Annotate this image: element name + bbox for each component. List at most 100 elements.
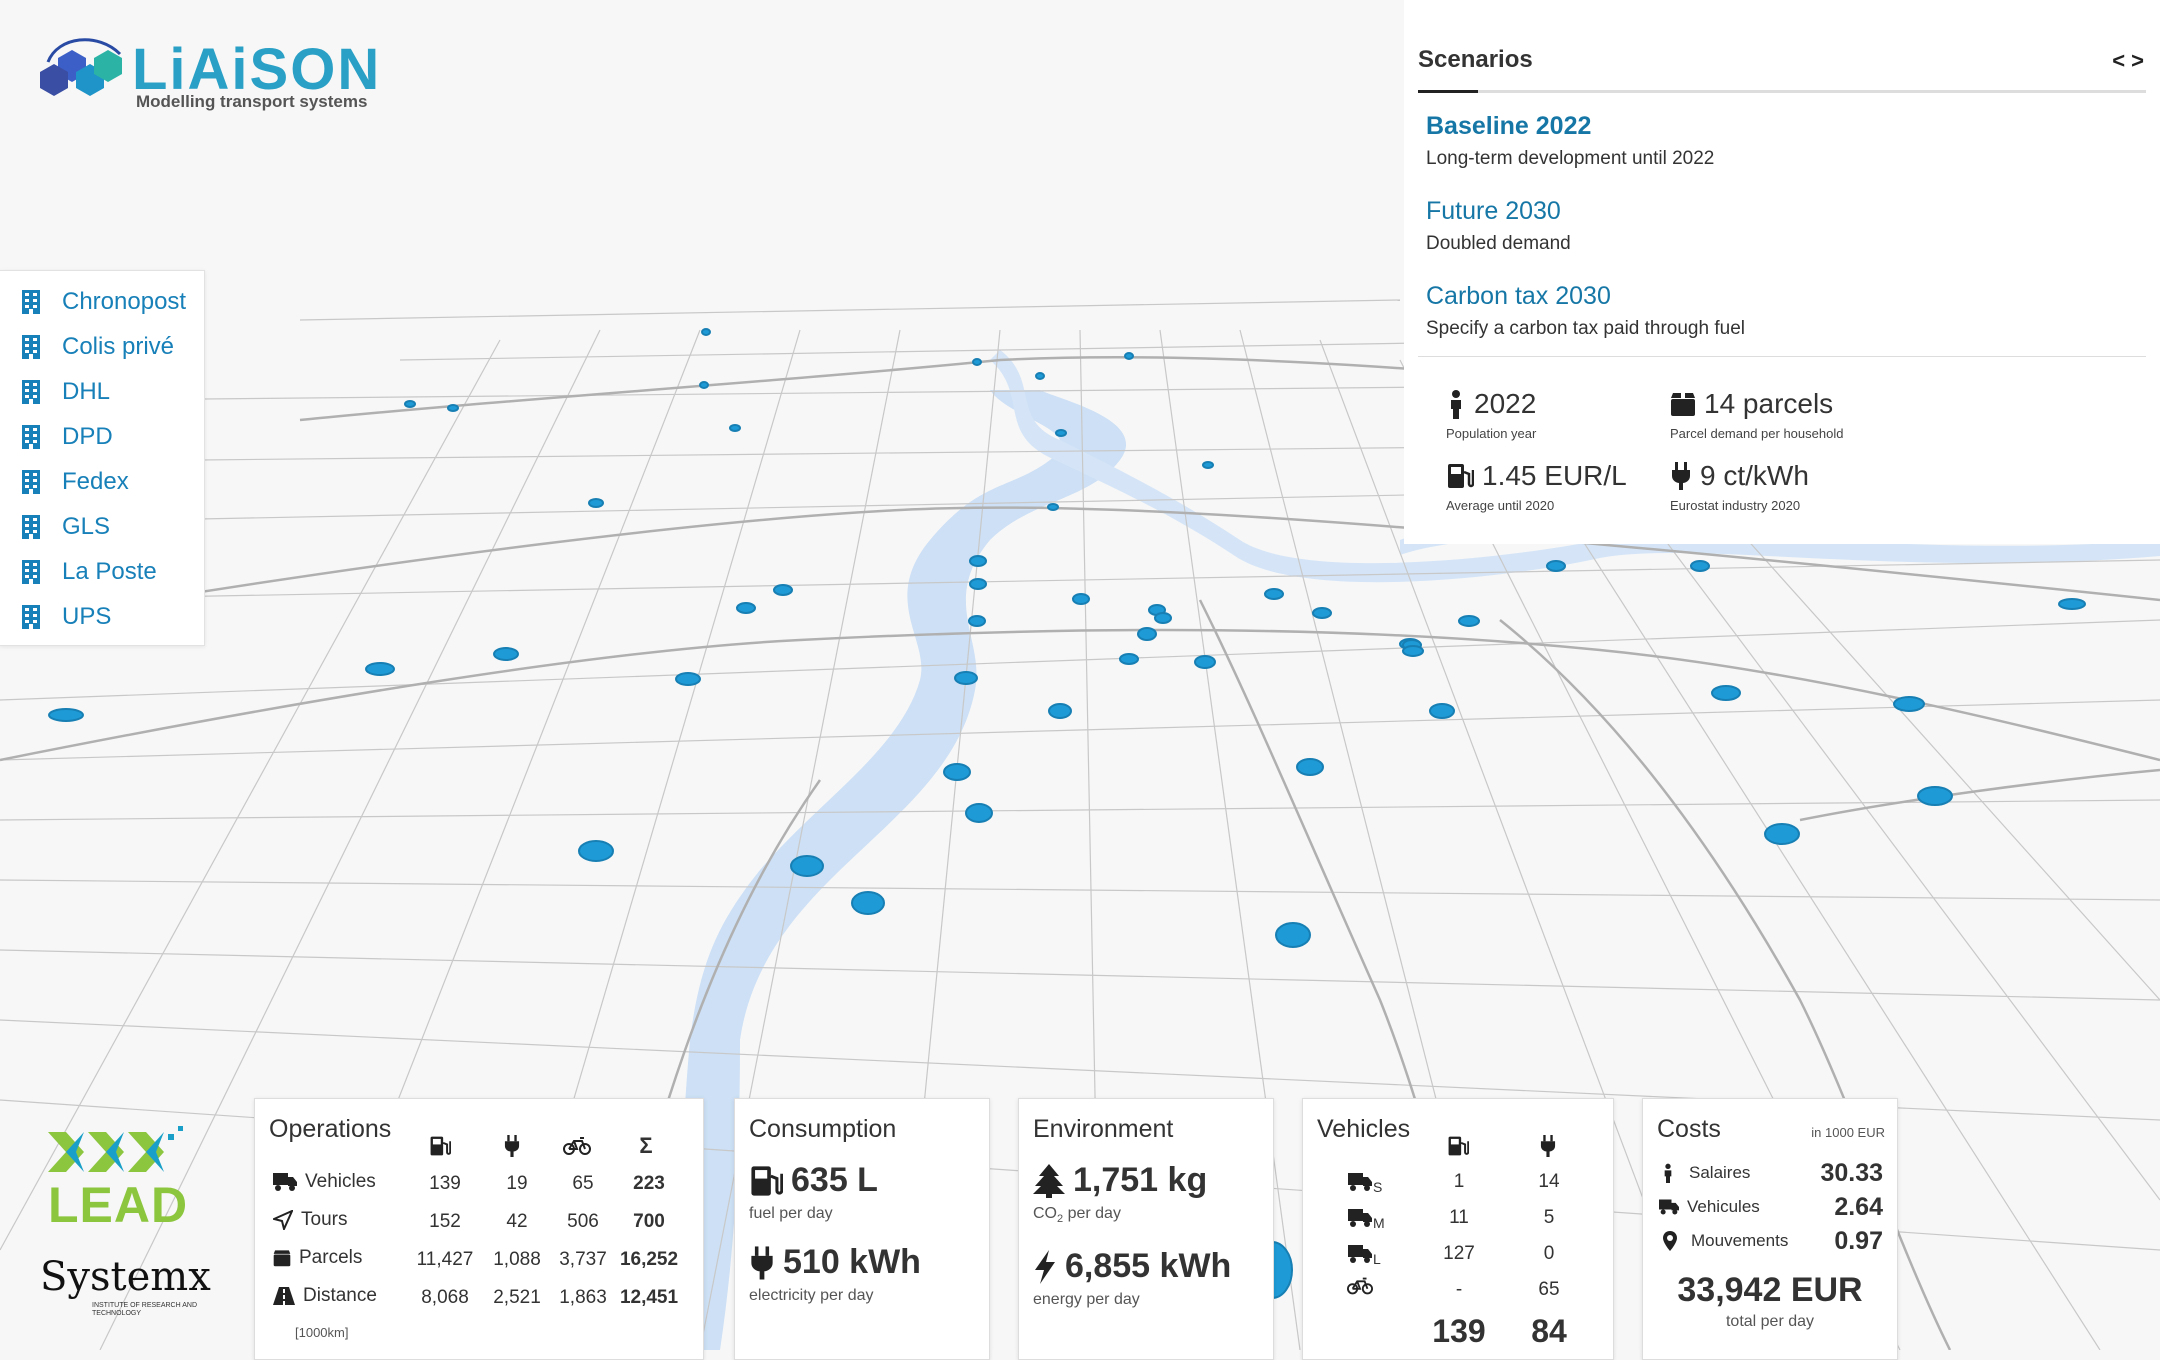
company-item[interactable]: La Poste — [20, 553, 157, 591]
scenarios-active-indicator — [1418, 90, 1478, 93]
company-label: Colis privé — [62, 333, 175, 360]
ops-parcels-bike: 3,737 — [559, 1249, 607, 1270]
parcel-demand-value: 14 parcels — [1704, 388, 1834, 419]
ops-tours-bike: 506 — [567, 1211, 599, 1232]
systemx-logo-subtitle: INSTITUTE OF RESEARCH AND TECHNOLOGY — [92, 1302, 198, 1317]
plug-icon — [1672, 462, 1690, 490]
box-icon — [1671, 393, 1695, 416]
electricity-consumption-label: electricity per day — [749, 1287, 874, 1304]
sum-icon: Σ — [639, 1133, 653, 1158]
box-icon — [273, 1250, 291, 1267]
fuel-consumption-label: fuel per day — [749, 1205, 833, 1222]
ops-vehicles-bike: 65 — [572, 1173, 594, 1194]
row-label-vehicles: Vehicles — [273, 1171, 376, 1193]
truck-icon — [1348, 1209, 1372, 1227]
bicycle-icon — [1347, 1277, 1373, 1295]
company-label: UPS — [62, 603, 112, 630]
consumption-card: Consumption 635 L fuel per day 510 kWh e… — [734, 1098, 990, 1360]
systemx-logo-text: Systemx — [40, 1254, 211, 1300]
cost-salaires-value: 30.33 — [1820, 1159, 1883, 1187]
company-label: La Poste — [62, 558, 157, 585]
building-icon — [22, 425, 40, 449]
company-item[interactable]: Colis privé — [20, 328, 174, 366]
veh-l-electric: 0 — [1543, 1243, 1555, 1264]
company-item[interactable]: Fedex — [20, 463, 129, 501]
veh-total-electric: 84 — [1531, 1313, 1567, 1349]
scenario-future-2030[interactable]: Future 2030 — [1426, 197, 1561, 225]
vehicle-size-l: L — [1347, 1241, 1381, 1267]
scenario-baseline-2022[interactable]: Baseline 2022 — [1426, 112, 1592, 140]
ops-vehicles-fuel: 139 — [429, 1173, 461, 1194]
param-electricity-price: 9 ct/kWh Eurostat industry 2020 — [1670, 460, 1809, 513]
building-icon — [22, 335, 40, 359]
person-icon — [1451, 390, 1461, 419]
fuel-icon — [1448, 464, 1474, 488]
fuel-icon — [430, 1136, 451, 1156]
ops-distance-electric: 2,521 — [493, 1287, 541, 1308]
vehicle-size-s: S — [1347, 1169, 1382, 1195]
truck-icon — [273, 1173, 297, 1191]
ops-vehicles-total: 223 — [633, 1173, 665, 1194]
vehicle-size-m: M — [1347, 1205, 1385, 1231]
cost-row-salaires: Salaires — [1661, 1163, 1750, 1183]
hex-logo-icon — [40, 38, 122, 96]
population-year-label: Population year — [1446, 426, 1537, 441]
systemx-logo: Systemx INSTITUTE OF RESEARCH AND TECHNO… — [40, 1254, 220, 1330]
person-icon — [1664, 1163, 1672, 1183]
veh-m-fuel: 11 — [1449, 1207, 1469, 1228]
company-item[interactable]: UPS — [20, 598, 111, 636]
environment-card: Environment 1,751 kg CO2 per day 6,855 k… — [1018, 1098, 1274, 1360]
ops-parcels-fuel: 11,427 — [416, 1249, 474, 1270]
row-label-parcels: Parcels — [273, 1247, 362, 1269]
ops-vehicles-electric: 19 — [506, 1173, 528, 1194]
ops-distance-bike: 1,863 — [559, 1287, 607, 1308]
distance-unit-note: [1000km] — [295, 1325, 349, 1340]
ops-parcels-total: 16,252 — [619, 1249, 679, 1270]
lead-logo: LEAD — [48, 1120, 208, 1233]
lightning-icon — [1035, 1249, 1055, 1284]
truck-icon — [1348, 1245, 1372, 1263]
company-item[interactable]: Chronopost — [20, 283, 186, 321]
veh-s-electric: 14 — [1538, 1171, 1560, 1192]
company-label: Chronopost — [62, 288, 187, 315]
ops-distance-total: 12,451 — [619, 1287, 679, 1308]
ops-tours-total: 700 — [633, 1211, 665, 1232]
scenario-nav-arrows[interactable]: < > — [2112, 48, 2144, 73]
fuel-consumption: 635 L — [749, 1161, 878, 1200]
bicycle-icon — [563, 1137, 591, 1155]
cost-vehicules-value: 2.64 — [1834, 1193, 1883, 1221]
fuel-price-value: 1.45 EUR/L — [1482, 460, 1627, 491]
ops-tours-electric: 42 — [506, 1211, 528, 1232]
ops-tours-fuel: 152 — [429, 1211, 461, 1232]
param-population-year: 2022 Population year — [1446, 388, 1536, 441]
company-label: GLS — [62, 513, 111, 540]
ops-parcels-electric: 1,088 — [493, 1249, 541, 1270]
fuel-price-label: Average until 2020 — [1446, 498, 1555, 513]
row-label-distance: Distance — [273, 1285, 377, 1307]
plug-icon — [751, 1245, 773, 1280]
cost-total: 33,942 EUR — [1677, 1271, 1863, 1309]
building-icon — [22, 470, 40, 494]
company-item[interactable]: DHL — [20, 373, 110, 411]
plug-icon — [1540, 1135, 1556, 1157]
energy-use: 6,855 kWh — [1033, 1247, 1231, 1286]
veh-m-electric: 5 — [1543, 1207, 1555, 1228]
lead-logo-text: LEAD — [48, 1177, 189, 1233]
veh-s-fuel: 1 — [1453, 1171, 1465, 1192]
electricity-price-value: 9 ct/kWh — [1700, 460, 1809, 491]
map-pin-icon — [1663, 1231, 1677, 1251]
veh-l-fuel: 127 — [1443, 1243, 1475, 1264]
company-item[interactable]: DPD — [20, 418, 113, 456]
param-fuel-price: 1.45 EUR/L Average until 2020 — [1446, 460, 1627, 513]
company-item[interactable]: GLS — [20, 508, 110, 546]
veh-bike-fuel: - — [1455, 1279, 1463, 1300]
scenarios-panel: Scenarios < > Baseline 2022 Long-term de… — [1404, 0, 2160, 544]
truck-icon — [1659, 1199, 1679, 1215]
scenarios-title: Scenarios — [1418, 46, 1533, 73]
plug-icon — [504, 1135, 520, 1157]
consumption-title: Consumption — [749, 1115, 897, 1143]
ops-distance-fuel: 8,068 — [421, 1287, 469, 1308]
scenario-carbon-tax-2030[interactable]: Carbon tax 2030 — [1426, 282, 1611, 310]
company-label: DHL — [62, 378, 111, 405]
costs-card: Costs in 1000 EUR Salaires 30.33 Vehicul… — [1642, 1098, 1898, 1360]
